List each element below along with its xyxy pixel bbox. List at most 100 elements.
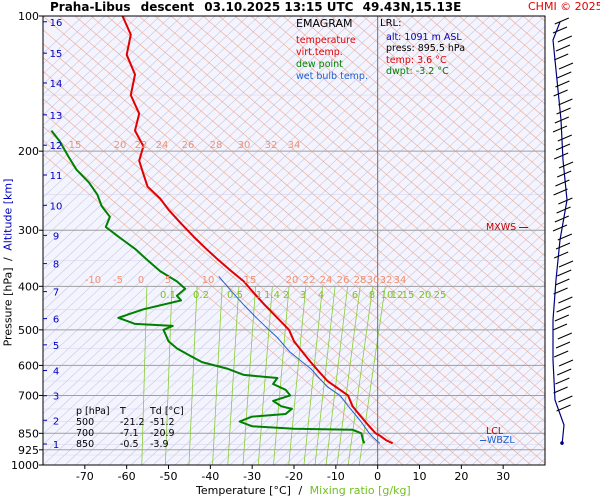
dry-adiabat bbox=[378, 16, 545, 160]
mixing-ratio-line bbox=[188, 286, 198, 465]
skew-line bbox=[43, 16, 414, 363]
x-tick-label: -70 bbox=[76, 470, 94, 483]
wind-barb bbox=[557, 233, 572, 241]
wind-surface-dot bbox=[560, 441, 564, 445]
dry-adiabat bbox=[186, 16, 545, 326]
adiabat-label-upper: 30 bbox=[238, 140, 251, 151]
y-tick-label: 850 bbox=[18, 427, 39, 440]
dry-adiabat bbox=[410, 16, 545, 133]
adiabat-label-lower: 5 bbox=[165, 275, 171, 286]
dry-adiabat bbox=[43, 70, 500, 465]
skew-line bbox=[130, 77, 545, 465]
skew-line bbox=[229, 169, 545, 465]
levels-row: 500 -21.2 -51.2 bbox=[76, 417, 184, 428]
altitude-tick-label: 11 bbox=[50, 171, 63, 182]
skew-line bbox=[339, 272, 545, 465]
legend-title: EMAGRAM bbox=[296, 17, 353, 30]
mixing-ratio-label: 20 bbox=[419, 290, 432, 301]
adiabat-label-lower: -10 bbox=[85, 275, 101, 286]
skew-line bbox=[372, 303, 545, 465]
dry-adiabat bbox=[298, 16, 545, 229]
skew-line bbox=[593, 16, 600, 465]
skew-line bbox=[383, 313, 545, 465]
wind-barb bbox=[555, 242, 571, 250]
x-tick-label: -60 bbox=[118, 470, 136, 483]
dry-adiabat bbox=[555, 16, 600, 465]
legend-virt-temp: virt.temp. bbox=[296, 47, 343, 58]
mixing-ratio-label: 0.5 bbox=[227, 290, 243, 301]
skew-line bbox=[108, 56, 545, 465]
dry-adiabat bbox=[314, 16, 545, 216]
skew-line bbox=[43, 16, 238, 198]
adiabat-label-lower: 22 bbox=[303, 275, 316, 286]
skew-line bbox=[416, 344, 545, 465]
wind-barb bbox=[557, 332, 572, 340]
wind-barb bbox=[557, 134, 572, 142]
skew-line bbox=[43, 16, 370, 322]
adiabat-label-upper: 22 bbox=[135, 140, 148, 151]
levels-cell-td: -3.9 bbox=[150, 439, 169, 450]
copyright: CHMI © 2025 bbox=[528, 0, 600, 13]
dry-adiabat bbox=[43, 16, 545, 450]
skew-line bbox=[43, 16, 381, 332]
levels-header-p: p [hPa] bbox=[76, 406, 110, 417]
y-axis-label-pressure: Pressure [hPa] bbox=[1, 267, 15, 347]
y-tick-label: 600 bbox=[18, 359, 39, 372]
series-line-temperature bbox=[121, 16, 394, 445]
mixing-ratio-label: 2 bbox=[283, 290, 289, 301]
mixing-ratio-line bbox=[288, 286, 307, 465]
adiabat-label-lower: 32 bbox=[380, 275, 393, 286]
x-tick-label: 10 bbox=[413, 470, 427, 483]
sounding-mode: descent bbox=[140, 0, 195, 14]
adiabat-label-lower: 20 bbox=[286, 275, 299, 286]
wind-barb bbox=[555, 143, 571, 151]
sounding-datetime: 03.10.2025 13:15 UTC bbox=[204, 0, 354, 14]
dry-adiabat bbox=[442, 16, 545, 105]
y-tick-label: 100 bbox=[18, 10, 39, 23]
adiabat-label-lower: 10 bbox=[202, 275, 215, 286]
altitude-tick-label: 1 bbox=[53, 440, 59, 451]
skew-line bbox=[240, 180, 545, 465]
skew-line bbox=[163, 108, 545, 465]
altitude-tick-label: 16 bbox=[50, 18, 63, 29]
mixing-ratio-line bbox=[325, 286, 349, 465]
station-name: Praha-Libus bbox=[50, 0, 131, 14]
skew-line bbox=[43, 16, 458, 404]
wind-barb bbox=[556, 404, 571, 412]
mixing-ratio-label: 1 bbox=[256, 290, 262, 301]
wbzl-marker: WBZL bbox=[480, 435, 515, 446]
wind-barb bbox=[555, 278, 570, 286]
skew-line bbox=[350, 283, 545, 465]
skew-line bbox=[361, 293, 545, 465]
dry-adiabat bbox=[58, 16, 545, 437]
legend-box: EMAGRAM temperature virt.temp. dew point… bbox=[296, 18, 374, 83]
skew-line bbox=[43, 16, 513, 456]
y-axis-label: Pressure [hPa] / Altitude [km] bbox=[2, 178, 15, 348]
adiabat-label-lower: -5 bbox=[113, 275, 123, 286]
wind-barb bbox=[554, 350, 569, 358]
lrl-temp: temp: 3.6 °C bbox=[386, 54, 447, 66]
skew-line bbox=[460, 386, 545, 465]
adiabat-label-upper: 34 bbox=[288, 140, 301, 151]
x-tick-label: 30 bbox=[496, 470, 510, 483]
wind-barb bbox=[554, 53, 569, 61]
y-tick-label: 1000 bbox=[11, 459, 39, 472]
skew-line bbox=[295, 231, 545, 465]
skew-line bbox=[43, 16, 194, 157]
mixing-ratio-label: 4 bbox=[318, 290, 324, 301]
dry-adiabat bbox=[571, 16, 600, 465]
dry-adiabat bbox=[43, 112, 452, 465]
dry-adiabat bbox=[170, 16, 545, 340]
levels-cell-p: 700 bbox=[76, 428, 95, 439]
x-tick-label: -10 bbox=[327, 470, 345, 483]
wind-barb bbox=[553, 89, 568, 97]
levels-row: 850 -0.5 -3.9 bbox=[76, 439, 184, 450]
wind-barb bbox=[556, 206, 571, 214]
adiabat-label-upper: 15 bbox=[69, 140, 82, 151]
adiabat-label-lower: 24 bbox=[320, 275, 333, 286]
skew-line bbox=[43, 16, 128, 95]
skew-line bbox=[438, 365, 545, 465]
levels-cell-td: -20.9 bbox=[150, 428, 175, 439]
